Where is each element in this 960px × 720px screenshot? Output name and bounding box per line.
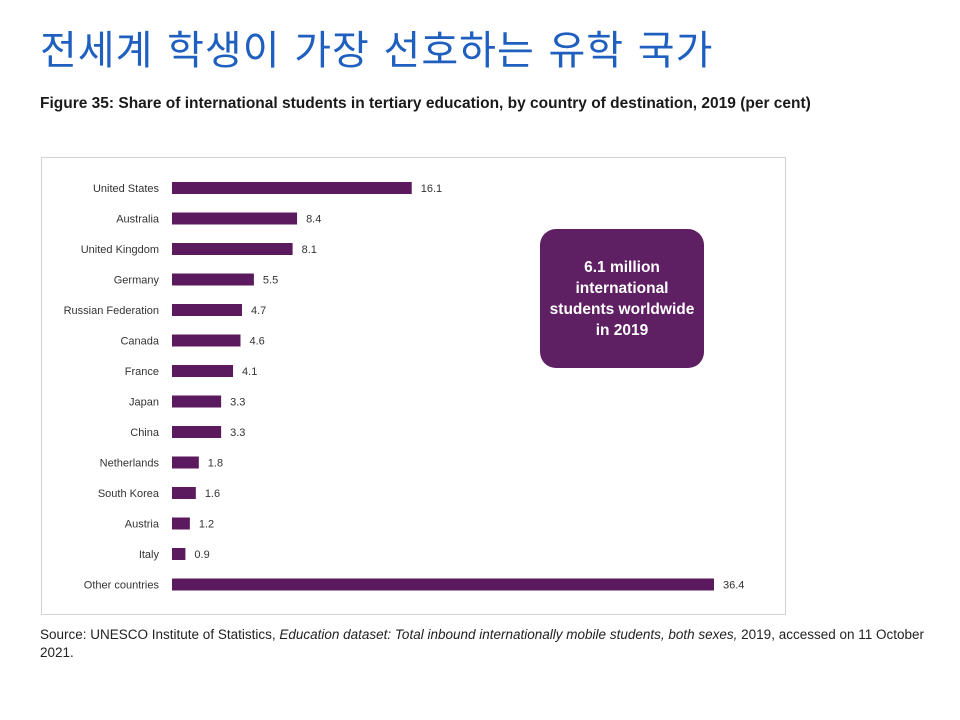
bar	[172, 182, 412, 194]
category-label: United States	[93, 183, 160, 195]
figure-title: Figure 35: Share of international studen…	[40, 95, 811, 112]
value-label: 8.1	[302, 244, 317, 256]
source-suffix: 2019, accessed on 11 October 2021.	[40, 627, 925, 660]
category-label: United Kingdom	[81, 244, 159, 256]
bar	[172, 395, 222, 408]
bar	[172, 426, 222, 438]
category-label: China	[130, 427, 160, 439]
bar	[172, 304, 242, 316]
bars	[172, 182, 714, 591]
value-labels: 16.1 8.4 8.1 5.5 4.7 4.6 4.1 3.3 3.3 1.8 1.6 1.2 0.9…	[194, 183, 744, 592]
category-label: Netherlands	[100, 458, 160, 470]
category-label: Other countries	[84, 580, 160, 592]
page-title: 전세계 학생이 가장 선호하는 유학 국가	[40, 28, 714, 74]
bar	[172, 212, 298, 225]
bar	[172, 334, 241, 347]
value-label: 36.4	[723, 580, 744, 592]
bar	[172, 273, 254, 286]
category-label: Australia	[116, 214, 160, 226]
category-label: South Korea	[98, 488, 160, 500]
bar	[172, 517, 190, 530]
value-label: 1.2	[199, 519, 214, 531]
category-label: Germany	[114, 275, 160, 287]
value-label: 4.7	[251, 305, 266, 317]
value-label: 8.4	[306, 214, 321, 226]
value-label: 1.6	[205, 488, 220, 500]
bar-chart: United States Australia United Kingdom Germ…	[64, 182, 744, 592]
bar	[172, 243, 293, 255]
category-label: Japan	[129, 397, 159, 409]
category-label: France	[125, 366, 159, 378]
source-prefix: Source: UNESCO Institute of Statistics,	[40, 627, 280, 642]
value-label: 0.9	[194, 549, 209, 561]
callout-text: 6.1 million international students world…	[549, 258, 695, 339]
bar	[172, 548, 186, 560]
bar	[172, 578, 714, 591]
bar	[172, 365, 234, 377]
category-label: Austria	[125, 519, 160, 531]
value-label: 3.3	[230, 397, 245, 409]
value-label: 1.8	[208, 458, 223, 470]
source-note: Source: UNESCO Institute of Statistics, …	[40, 626, 940, 662]
category-label: Canada	[120, 336, 159, 348]
category-labels: United States Australia United Kingdom Germ…	[64, 183, 160, 592]
value-label: 3.3	[230, 427, 245, 439]
bar	[172, 456, 199, 469]
callout-box: 6.1 million international students world…	[540, 229, 704, 368]
bar	[172, 487, 196, 499]
source-dataset: Education dataset: Total inbound interna…	[279, 627, 738, 642]
category-label: Italy	[139, 549, 160, 561]
value-label: 5.5	[263, 275, 278, 287]
value-label: 16.1	[421, 183, 442, 195]
category-label: Russian Federation	[64, 305, 159, 317]
value-label: 4.1	[242, 366, 257, 378]
value-label: 4.6	[249, 336, 264, 348]
